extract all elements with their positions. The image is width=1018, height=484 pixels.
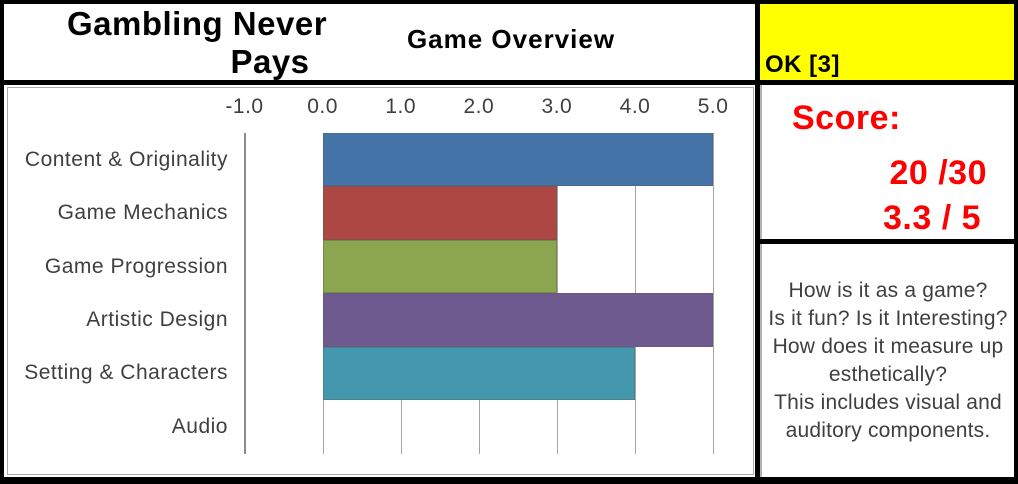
x-axis-tick: 4.0	[619, 95, 651, 118]
bar-content-originality	[322, 133, 714, 187]
notes-line: esthetically?	[828, 362, 948, 386]
x-axis-tick: 2.0	[463, 95, 495, 118]
frame-left	[0, 0, 4, 484]
bar-game-mechanics	[322, 186, 557, 240]
x-axis-tick: -1.0	[225, 95, 264, 118]
frame-right	[1014, 0, 1018, 484]
category-label-setting-characters: Setting & Characters	[24, 361, 228, 385]
bar-artistic-design	[322, 293, 714, 347]
notes-line: How is it as a game?	[788, 278, 988, 302]
category-label-content-originality: Content & Originality	[24, 147, 228, 171]
category-label-artistic-design: Artistic Design	[86, 307, 228, 331]
score-points: 20 /30	[889, 154, 987, 192]
notes-panel: How is it as a game? Is it fun? Is it Int…	[760, 244, 1014, 477]
notes-line: This includes visual and	[774, 390, 1002, 414]
score-average: 3.3 / 5	[882, 199, 981, 237]
rating-label: OK [3]	[765, 51, 840, 78]
category-label-game-progression: Game Progression	[44, 254, 228, 278]
frame-bottom	[0, 477, 1018, 484]
bar-setting-characters	[322, 346, 635, 400]
x-axis-tick: 5.0	[697, 95, 729, 118]
divider-header	[4, 80, 1014, 85]
notes-line: auditory components.	[785, 418, 991, 442]
category-label-audio: Audio	[171, 414, 228, 438]
bar-game-progression	[322, 239, 557, 294]
game-title-line1: Gambling Never	[66, 5, 328, 42]
x-axis-tick: 1.0	[385, 95, 417, 118]
category-axis-line	[243, 133, 246, 454]
game-title-line2: Pays	[230, 43, 310, 80]
divider-score-notes	[755, 239, 1014, 244]
rating-cell: OK [3]	[759, 4, 1014, 80]
x-axis-tick: 3.0	[541, 95, 573, 118]
chart-title: Game Overview	[406, 24, 616, 54]
category-label-game-mechanics: Game Mechanics	[57, 201, 228, 225]
chart-panel: -1.0 0.0 1.0 2.0 3.0 4.0 5.0 Content & Original…	[4, 85, 756, 477]
frame-top	[0, 0, 1018, 4]
x-axis-tick: 0.0	[307, 95, 338, 118]
score-panel: Score: 20 /30 3.3 / 5	[760, 85, 1014, 239]
score-label: Score:	[792, 99, 901, 137]
notes-line: How does it measure up	[772, 334, 1004, 358]
notes-line: Is it fun? Is it Interesting?	[768, 306, 1008, 330]
gridline	[713, 133, 715, 454]
